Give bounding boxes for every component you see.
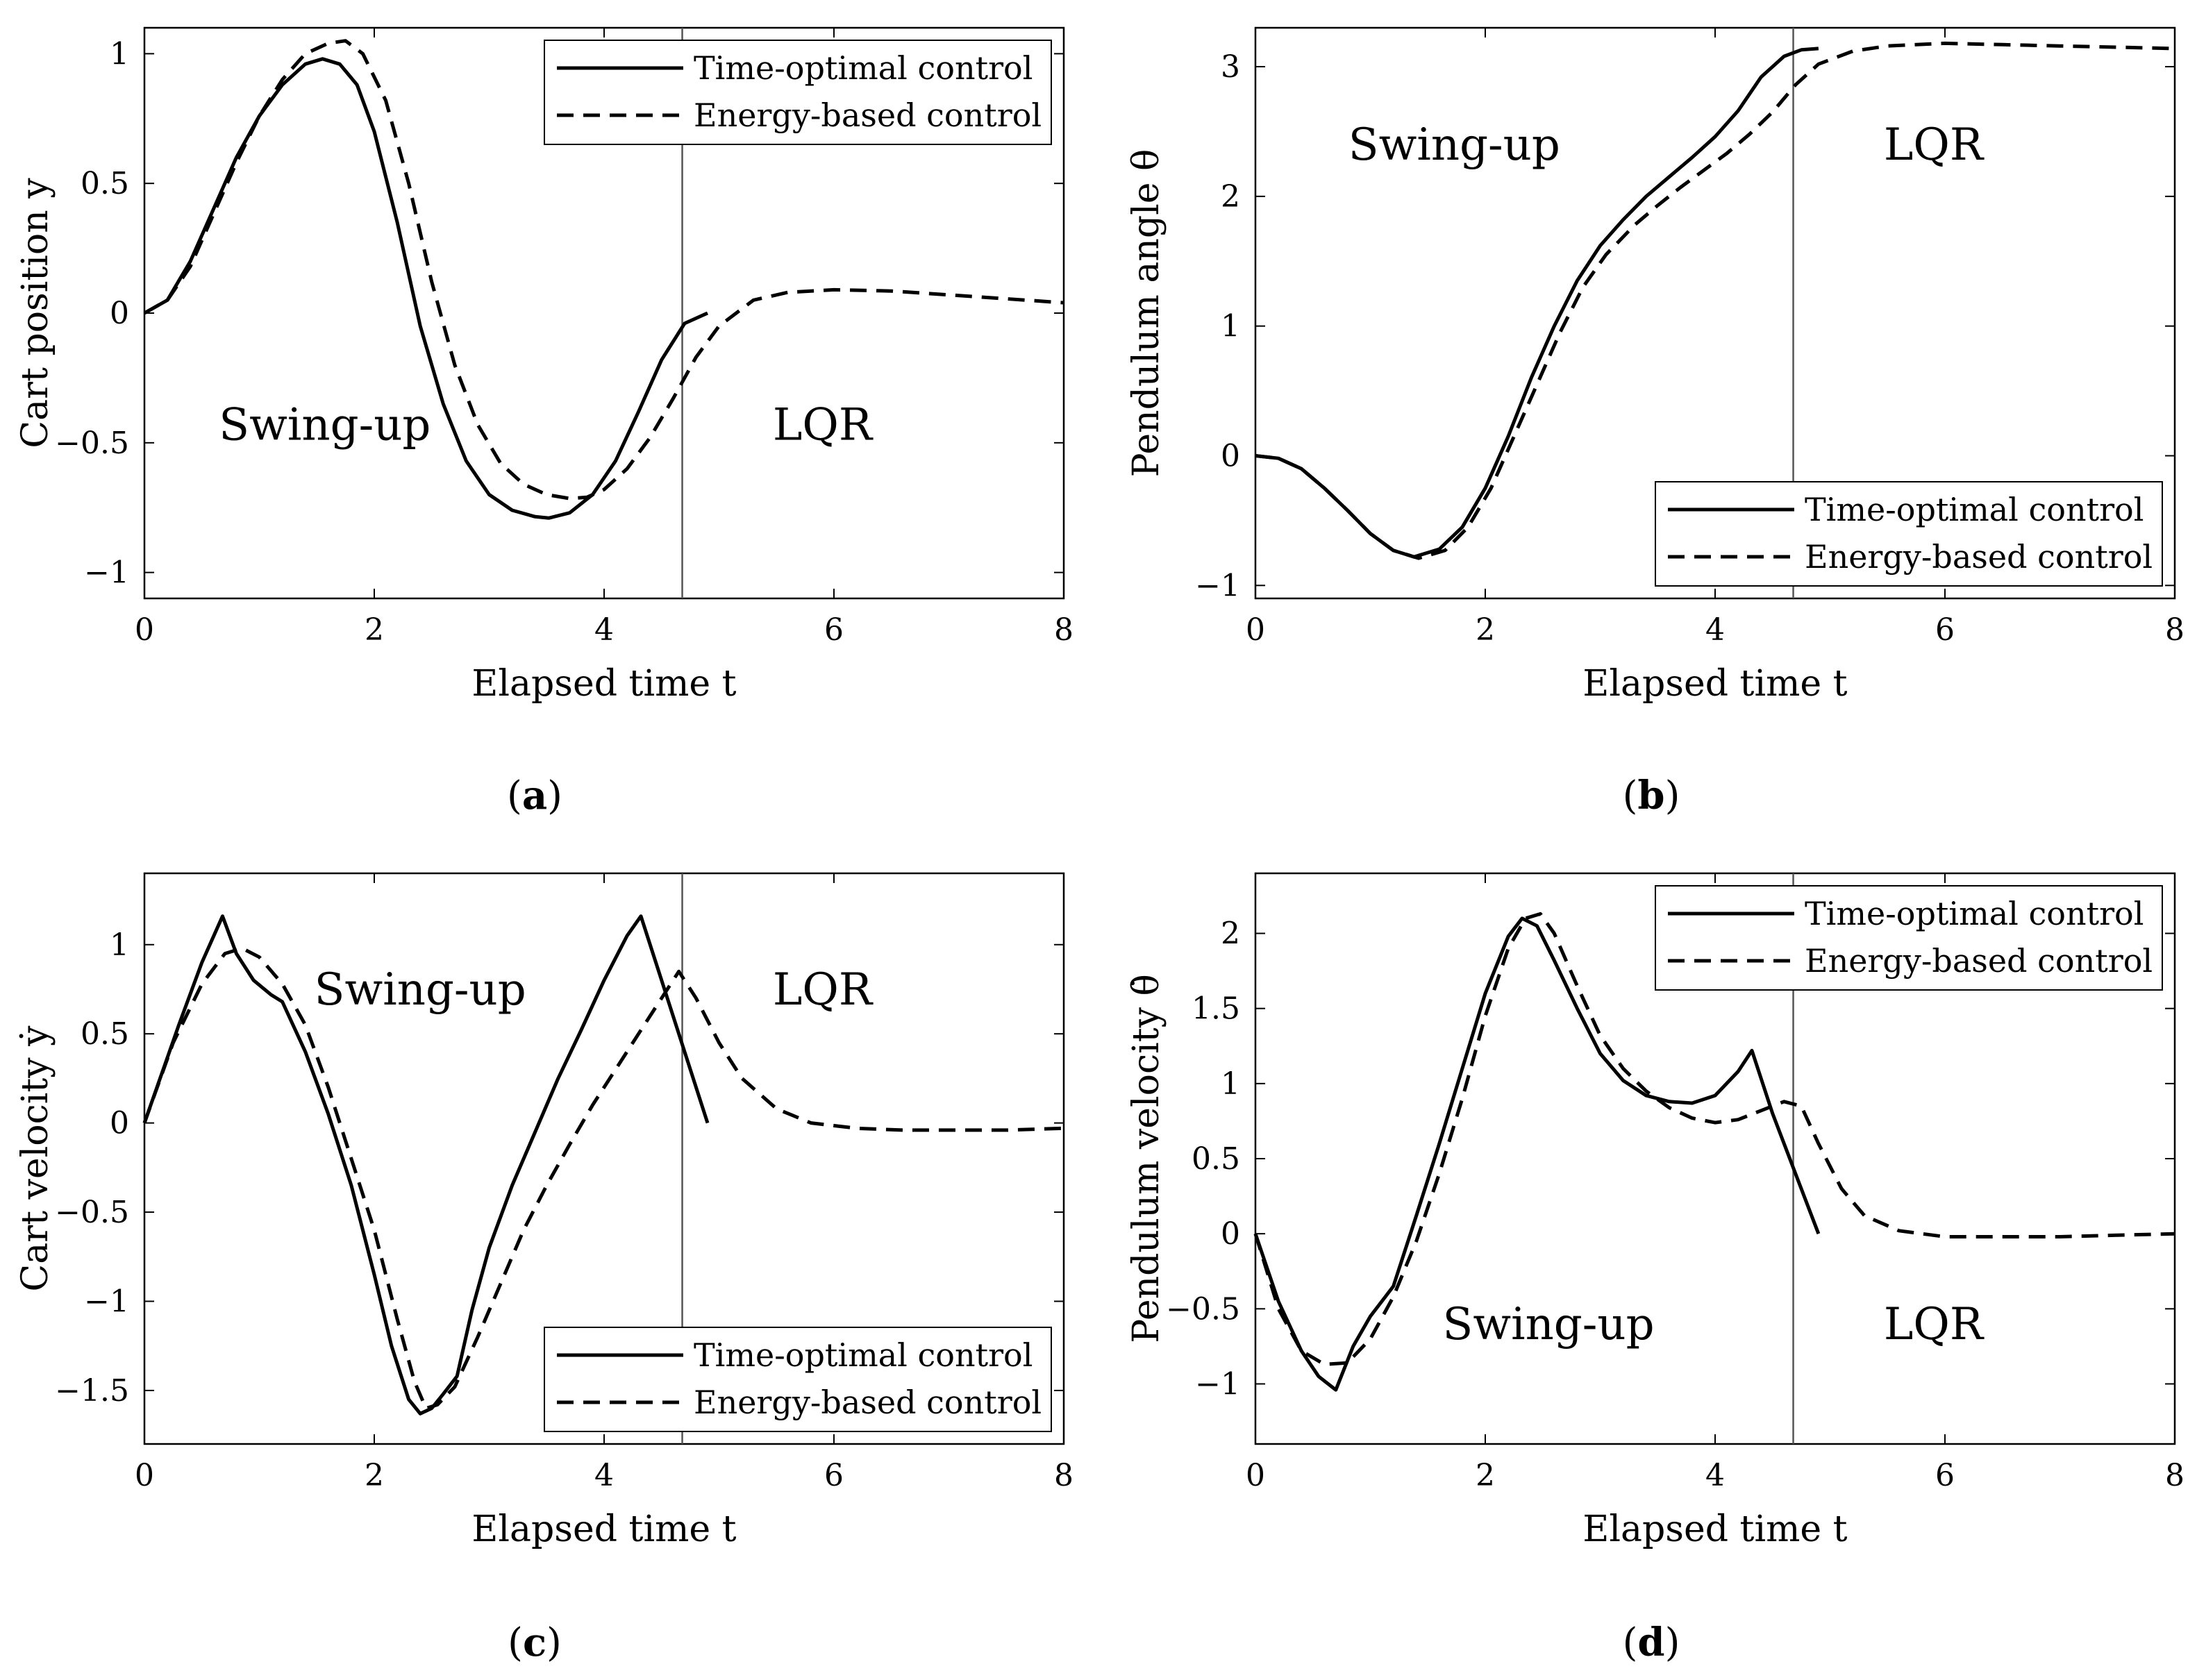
x-tick-label: 4 <box>594 1458 614 1493</box>
y-axis-label: Pendulum velocity θ̇ <box>1126 974 1167 1343</box>
legend-energy-label: Energy-based control <box>1805 538 2153 576</box>
energy-based-series-line <box>1255 41 2175 560</box>
y-tick-label: 2 <box>1221 916 1240 952</box>
legend-energy-label: Energy-based control <box>694 96 1042 134</box>
x-tick-label: 6 <box>1935 612 1955 648</box>
x-tick-label: 8 <box>1054 612 1074 648</box>
x-tick-label: 2 <box>365 612 384 648</box>
x-tick-label: 2 <box>365 1458 384 1493</box>
y-tick-label: −1 <box>84 555 129 591</box>
legend-time-optimal-label: Time-optimal control <box>694 1336 1033 1374</box>
x-tick-label: 2 <box>1476 612 1495 648</box>
x-tick-label: 8 <box>2165 612 2185 648</box>
x-tick-label: 6 <box>1935 1458 1955 1493</box>
region-label: Swing-up <box>1348 119 1560 171</box>
legend-energy-label: Energy-based control <box>1805 942 2153 980</box>
y-tick-label: −0.5 <box>1166 1291 1240 1327</box>
region-label: Swing-up <box>1442 1299 1654 1350</box>
x-axis-label: Elapsed time t <box>471 1509 736 1550</box>
y-tick-label: 3 <box>1221 49 1240 85</box>
panel-caption: (d) <box>1623 1620 1680 1665</box>
y-tick-label: −1 <box>1195 568 1240 603</box>
region-label: Swing-up <box>219 400 431 451</box>
y-tick-label: 0 <box>110 1106 129 1141</box>
y-axis-label: Pendulum angle θ <box>1126 149 1167 478</box>
x-tick-label: 2 <box>1476 1458 1495 1493</box>
y-tick-label: −1 <box>1195 1366 1240 1402</box>
x-tick-label: 0 <box>1246 612 1265 648</box>
x-tick-label: 0 <box>135 612 154 648</box>
legend-time-optimal-label: Time-optimal control <box>1805 491 2144 528</box>
x-tick-label: 6 <box>824 1458 844 1493</box>
legend-time-optimal-label: Time-optimal control <box>694 49 1033 87</box>
legend: Time-optimal control Energy-based control <box>544 40 1052 145</box>
region-label: Swing-up <box>315 964 526 1016</box>
y-tick-label: −1 <box>84 1284 129 1320</box>
legend: Time-optimal control Energy-based control <box>1655 481 2163 587</box>
region-label: LQR <box>1884 119 1985 171</box>
y-tick-label: 2 <box>1221 179 1240 215</box>
energy-based-series-line <box>143 39 1064 501</box>
x-tick-label: 6 <box>824 612 844 648</box>
y-tick-label: 0.5 <box>81 1016 129 1052</box>
legend: Time-optimal control Energy-based control <box>1655 885 2163 991</box>
y-tick-label: 0 <box>110 296 129 331</box>
panel-c: 0 2 4 6 8 −1.5 −1 −0.5 0 0.5 1 Swing-up LQR Time-opti… <box>15 872 1074 1665</box>
y-tick-label: 0 <box>1221 439 1240 474</box>
panel-caption: (b) <box>1623 773 1680 818</box>
y-tick-label: 1 <box>110 927 129 963</box>
y-tick-label: −1.5 <box>55 1373 129 1409</box>
x-tick-label: 4 <box>1705 1458 1725 1493</box>
panel-d: 0 2 4 6 8 −1 −0.5 0 0.5 1 1.5 2 Swing-up LQR Time-opti… <box>1126 872 2185 1665</box>
x-tick-label: 0 <box>135 1458 154 1493</box>
panel-a: 0 2 4 6 8 −1 −0.5 0 0.5 1 Swing-up LQR Time-optimal … <box>15 26 1074 818</box>
legend: Time-optimal control Energy-based control <box>544 1327 1052 1432</box>
y-tick-label: 1 <box>110 36 129 72</box>
x-axis-label: Elapsed time t <box>1582 663 1847 705</box>
legend-box <box>1655 885 2163 991</box>
y-tick-label: 0 <box>1221 1216 1240 1252</box>
y-tick-label: −0.5 <box>55 426 129 461</box>
time-optimal-series-line <box>142 914 710 1416</box>
legend-box <box>1655 481 2163 587</box>
x-axis-label: Elapsed time t <box>1582 1509 1847 1550</box>
legend-time-optimal-label: Time-optimal control <box>1805 895 2144 932</box>
region-label: LQR <box>773 400 874 451</box>
y-axis-label: Cart velocity ẏ <box>15 1025 56 1292</box>
y-tick-label: 1 <box>1221 309 1240 344</box>
y-tick-label: 0.5 <box>1192 1141 1240 1177</box>
panel-caption: (c) <box>508 1620 562 1665</box>
legend-box <box>544 1327 1052 1432</box>
y-tick-label: −0.5 <box>55 1195 129 1230</box>
x-tick-label: 4 <box>1705 612 1725 648</box>
x-tick-label: 4 <box>594 612 614 648</box>
energy-based-series-line <box>1253 912 2175 1366</box>
region-label: LQR <box>773 964 874 1016</box>
x-tick-label: 0 <box>1246 1458 1265 1493</box>
region-label: LQR <box>1884 1299 1985 1350</box>
x-tick-label: 8 <box>1054 1458 1074 1493</box>
x-tick-label: 8 <box>2165 1458 2185 1493</box>
panel-caption: (a) <box>507 773 562 818</box>
y-axis-label: Cart position y <box>15 178 56 448</box>
y-tick-label: 1.5 <box>1192 991 1240 1027</box>
time-optimal-series-line <box>1253 916 1821 1392</box>
y-tick-label: 1 <box>1221 1066 1240 1102</box>
legend-energy-label: Energy-based control <box>694 1384 1042 1421</box>
x-axis-label: Elapsed time t <box>471 663 736 705</box>
y-tick-label: 0.5 <box>81 166 129 201</box>
legend-box <box>544 40 1052 145</box>
